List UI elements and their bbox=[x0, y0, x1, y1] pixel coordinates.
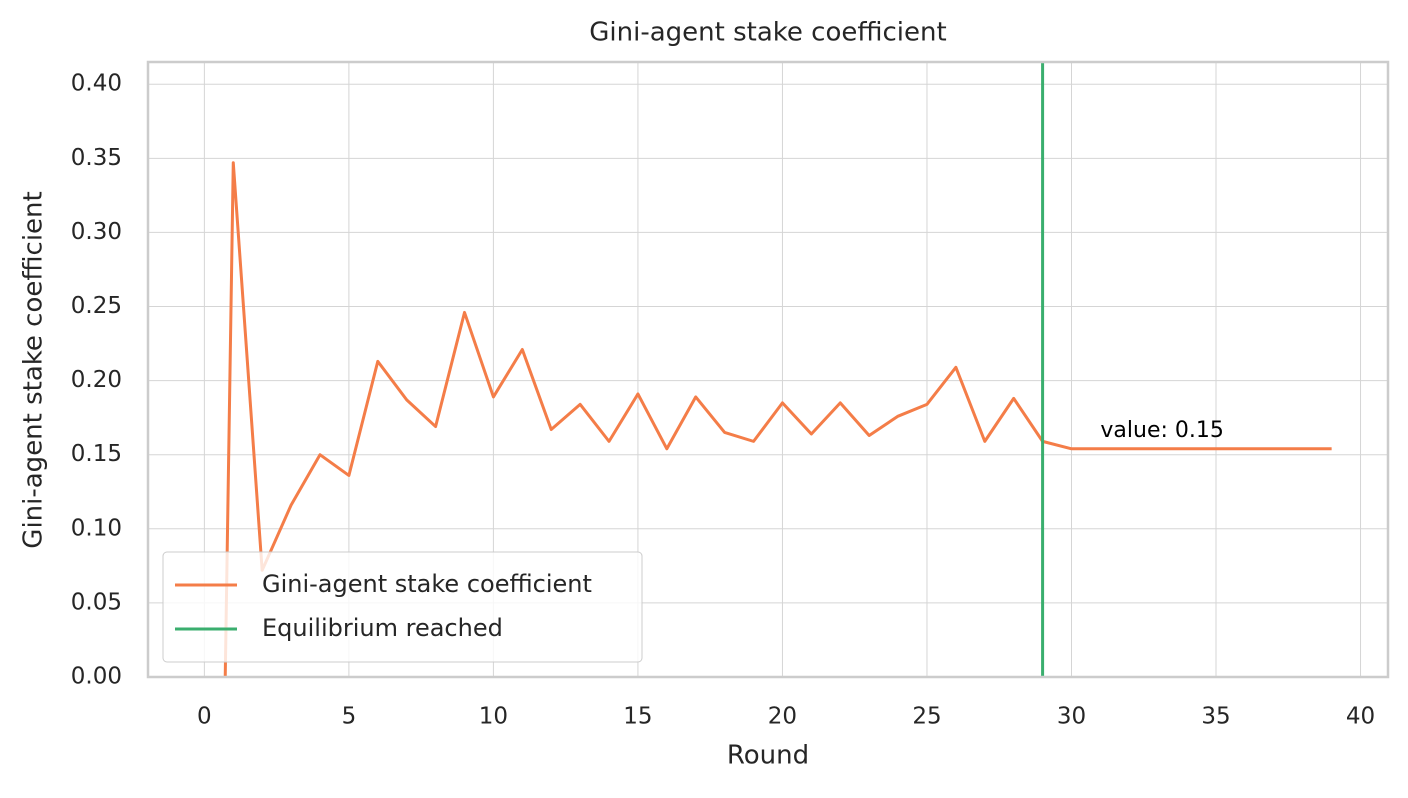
annotation: value: 0.15 bbox=[1100, 418, 1223, 443]
legend: Gini-agent stake coefficient Equilibrium … bbox=[162, 551, 643, 663]
x-tick-label: 35 bbox=[1201, 704, 1230, 730]
x-tick-label: 25 bbox=[912, 704, 941, 730]
x-tick-label: 40 bbox=[1346, 704, 1375, 730]
x-tick-label: 15 bbox=[623, 704, 652, 730]
y-tick-label: 0.30 bbox=[71, 219, 122, 245]
chart-title: Gini-agent stake coefficient bbox=[589, 18, 946, 48]
x-tick-label: 5 bbox=[342, 704, 357, 730]
y-tick-label: 0.00 bbox=[71, 664, 122, 690]
legend-box bbox=[162, 551, 643, 663]
x-tick-label: 0 bbox=[197, 704, 212, 730]
y-tick-label: 0.05 bbox=[71, 589, 122, 615]
legend-label: Equilibrium reached bbox=[262, 614, 503, 642]
plot bbox=[223, 62, 1332, 677]
x-tick-label: 10 bbox=[479, 704, 508, 730]
y-tick-label: 0.35 bbox=[71, 145, 122, 171]
y-tick-label: 0.25 bbox=[71, 293, 122, 319]
x-tick-label: 30 bbox=[1057, 704, 1086, 730]
data-line bbox=[223, 161, 1332, 677]
x-axis-label: Round bbox=[727, 741, 809, 771]
y-axis-label: Gini-agent stake coefficient bbox=[19, 191, 49, 548]
y-tick-label: 0.20 bbox=[71, 367, 122, 393]
plot-frame bbox=[146, 60, 1390, 679]
y-tick-label: 0.10 bbox=[71, 515, 122, 541]
y-tick-label: 0.15 bbox=[71, 441, 122, 467]
x-tick-label: 20 bbox=[768, 704, 797, 730]
legend-label: Gini-agent stake coefficient bbox=[262, 570, 592, 598]
overlay: 0 5 10 15 20 25 30 35 40 0.00 0.05 0.10 0.15 0.20 0.25… bbox=[71, 71, 1375, 730]
y-tick-label: 0.40 bbox=[71, 71, 122, 97]
